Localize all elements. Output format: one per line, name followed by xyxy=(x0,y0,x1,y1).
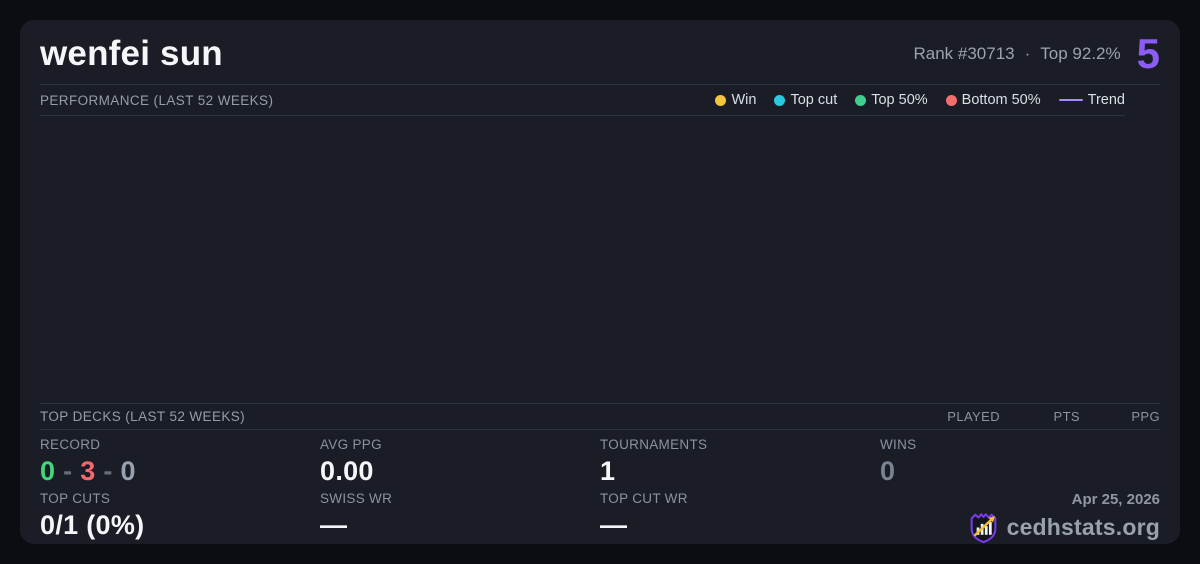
top-cut-wr-value: — xyxy=(600,510,628,540)
top-percent-label: Top 92.2% xyxy=(1040,44,1121,63)
column-ppg: PPG xyxy=(1131,409,1160,424)
bottom50-dot-icon xyxy=(945,94,957,106)
brand-link[interactable]: cedhstats.org xyxy=(968,511,1160,544)
performance-section-header: PERFORMANCE (LAST 52 WEEKS) Win Top cut … xyxy=(40,85,1125,116)
tournaments-value: 1 xyxy=(600,456,616,486)
rank-summary: Rank #30713 · Top 92.2% xyxy=(913,44,1120,64)
swiss-wr-value: — xyxy=(320,510,348,540)
player-stats-card: wenfei sun Rank #30713 · Top 92.2% 5 PER… xyxy=(20,20,1180,544)
legend-item-top50: Top 50% xyxy=(855,92,928,108)
avg-ppg-value: 0.00 xyxy=(320,456,374,486)
legend-label-bottom50: Bottom 50% xyxy=(961,92,1041,108)
player-name: wenfei sun xyxy=(40,34,223,73)
record-value: 0 - 3 - 0 xyxy=(40,456,320,486)
stat-avg-ppg: AVG PPG 0.00 xyxy=(320,437,600,486)
card-header: wenfei sun Rank #30713 · Top 92.2% 5 xyxy=(40,30,1160,85)
top-cut-wr-label: TOP CUT WR xyxy=(600,491,688,506)
brand-text: cedhstats.org xyxy=(1006,514,1160,540)
wins-value: 0 xyxy=(880,456,896,486)
legend-label-top-cut: Top cut xyxy=(790,92,838,108)
top50-dot-icon xyxy=(855,94,867,106)
header-right: Rank #30713 · Top 92.2% 5 xyxy=(913,30,1160,77)
record-dash: - xyxy=(63,456,73,486)
legend-label-win: Win xyxy=(731,92,757,108)
top-cuts-label: TOP CUTS xyxy=(40,491,111,506)
player-score: 5 xyxy=(1136,30,1160,77)
legend-item-trend: Trend xyxy=(1058,92,1125,108)
rank-label: Rank #30713 xyxy=(913,44,1015,63)
stat-record: RECORD 0 - 3 - 0 xyxy=(40,437,320,486)
cedhstats-logo-icon xyxy=(970,513,996,544)
tournaments-label: TOURNAMENTS xyxy=(600,437,708,452)
column-played: PLAYED xyxy=(947,409,1000,424)
performance-chart xyxy=(20,116,1180,403)
column-pts: PTS xyxy=(1053,409,1080,424)
stat-top-cut-wr: TOP CUT WR — xyxy=(600,491,880,544)
record-label: RECORD xyxy=(40,437,101,452)
record-draws: 0 xyxy=(120,456,136,486)
win-dot-icon xyxy=(715,94,727,106)
record-losses: 3 xyxy=(80,456,96,486)
stat-swiss-wr: SWISS WR — xyxy=(320,491,600,544)
wins-label: WINS xyxy=(880,437,917,452)
trend-line-icon xyxy=(1058,98,1083,102)
top-cuts-value: 0/1 (0%) xyxy=(40,510,145,540)
avg-ppg-label: AVG PPG xyxy=(320,437,382,452)
legend-item-bottom50: Bottom 50% xyxy=(945,92,1041,108)
stats-grid: RECORD 0 - 3 - 0 AVG PPG 0.00 TOURNAMENT… xyxy=(40,437,1160,544)
dot-separator: · xyxy=(1024,44,1031,63)
legend-item-top-cut: Top cut xyxy=(774,92,837,108)
top-decks-title: TOP DECKS (LAST 52 WEEKS) xyxy=(40,409,246,424)
stat-top-cuts: TOP CUTS 0/1 (0%) xyxy=(40,491,320,544)
legend-label-trend: Trend xyxy=(1087,92,1125,108)
deck-columns: PLAYED PTS PPG xyxy=(920,409,1160,424)
performance-title: PERFORMANCE (LAST 52 WEEKS) xyxy=(40,92,274,108)
top-decks-header: TOP DECKS (LAST 52 WEEKS) PLAYED PTS PPG xyxy=(40,403,1160,430)
legend-label-top50: Top 50% xyxy=(871,92,928,108)
stat-tournaments: TOURNAMENTS 1 xyxy=(600,437,880,486)
top-cut-dot-icon xyxy=(774,94,786,106)
chart-legend: Win Top cut Top 50% Bottom 50% Trend xyxy=(715,92,1125,108)
stat-wins: WINS 0 xyxy=(880,437,1160,486)
swiss-wr-label: SWISS WR xyxy=(320,491,393,506)
record-wins: 0 xyxy=(40,456,56,486)
record-dash2: - xyxy=(103,456,113,486)
card-date: Apr 25, 2026 xyxy=(1071,491,1160,508)
legend-item-win: Win xyxy=(715,92,756,108)
card-footer: Apr 25, 2026 cedhstats.org xyxy=(880,491,1160,544)
